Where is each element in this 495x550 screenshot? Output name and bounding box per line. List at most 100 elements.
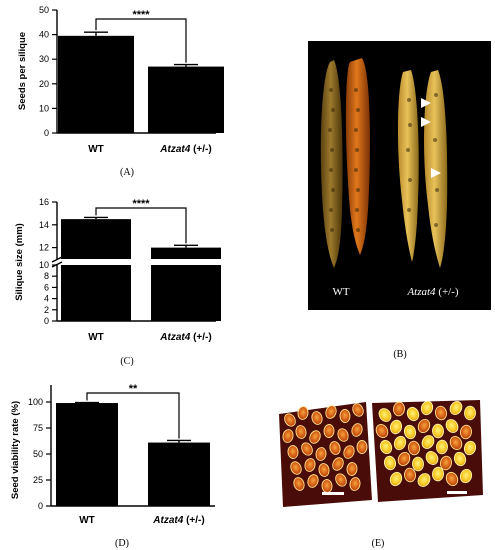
chart-c-y-tick-label: 0 (44, 316, 49, 326)
chart-c-axis-break-mark-upper (51, 256, 63, 263)
chart-a-category-mut: Atzat4 (+/-) (159, 144, 211, 155)
seed-wt (318, 463, 330, 477)
chart-d-significance-bracket (86, 392, 180, 439)
chart-c-y-tick-label: 12 (39, 243, 49, 253)
seed-mutant (449, 435, 463, 451)
seed-photo: WT Atzat4 (+/-) (E) (275, 397, 484, 549)
seed-mutant (404, 467, 416, 483)
seed-wt (307, 474, 319, 488)
seed-mutant (445, 419, 459, 433)
seed-mutant (378, 408, 392, 422)
chart-d-error-bar-mutant (167, 439, 191, 443)
chart-d-category-wt: WT (79, 515, 95, 526)
panel-c-label: (C) (120, 356, 133, 367)
chart-d-ticks: 0 25 50 75 100 (28, 397, 51, 511)
seed-wt (352, 403, 364, 417)
seed-mutant (460, 424, 472, 440)
seed-mutant (397, 451, 411, 467)
seed-mutant (406, 406, 420, 422)
seed-mutant (453, 451, 467, 467)
seed-mutant (436, 439, 448, 455)
silique-wt-1 (320, 60, 343, 268)
arrowhead-2 (421, 117, 431, 127)
seed-mutant (389, 471, 403, 487)
seed-mutant (417, 473, 431, 487)
seed-wt (309, 430, 321, 444)
chart-a-y-tick-label: 0 (44, 128, 49, 138)
silique-wt-2 (345, 58, 370, 255)
panel-a-label: (A) (120, 167, 134, 178)
seed-mutant (408, 440, 420, 456)
seed-wt (337, 428, 349, 442)
seed-wt (339, 409, 351, 423)
seed-mutant (425, 451, 439, 465)
seed-wt (295, 425, 307, 439)
seed-wt (349, 477, 361, 491)
seed-wt (323, 424, 335, 438)
seed-mutant (459, 468, 473, 484)
chart-d-y-tick-label: 50 (33, 449, 43, 459)
seed-mutant (417, 418, 431, 434)
seed-mutant (389, 419, 403, 435)
chart-d-error-bars (75, 401, 191, 443)
chart-a-significance-stars: **** (132, 9, 150, 21)
chart-c-significance: **** (95, 198, 187, 244)
seed-mutant (403, 424, 417, 440)
chart-c-y-tick-label: 4 (44, 294, 49, 304)
seeds-wt (282, 403, 368, 493)
chart-d-error-bar-wt (75, 401, 99, 404)
chart-a-y-tick-label: 30 (39, 54, 49, 64)
chart-c-bar-wt (61, 219, 131, 321)
chart-a-error-bars (84, 31, 198, 67)
panel-e-label: (E) (372, 538, 385, 549)
seed-mutant (383, 455, 397, 471)
chart-d-bars (56, 403, 210, 506)
seed-wt (335, 473, 347, 487)
chart-c-y-tick-label: 10 (39, 260, 49, 270)
chart-a-y-label: Seeds per silique (17, 32, 28, 110)
chart-c-significance-bracket (95, 207, 187, 244)
chart-d-y-tick-label: 25 (33, 475, 43, 485)
scale-bar-wt (322, 492, 344, 495)
seed-wt (290, 461, 302, 475)
seed-wt (325, 405, 337, 419)
seed-photo-label-mut: Atzat4 (+/-) (421, 505, 473, 517)
arrowhead-1 (421, 98, 431, 108)
chart-a-bar-mutant (148, 66, 224, 133)
chart-c-y-tick-label: 8 (44, 271, 49, 281)
chart-d-bar-mutant (148, 442, 210, 506)
seed-wt (346, 462, 358, 476)
chart-d-y-tick-label: 100 (28, 397, 43, 407)
chart-a-error-bar-mutant (174, 63, 198, 67)
chart-d-y-label: Seed viability rate (%) (10, 401, 21, 499)
seed-mutant (463, 440, 477, 456)
silique-photo-label-mut: Atzat4 (+/-) (406, 286, 458, 298)
chart-d-y-tick-label: 0 (38, 501, 43, 511)
seed-photo-label-wt: WT (318, 503, 335, 515)
seed-wt (287, 445, 299, 459)
chart-a-significance: **** (95, 9, 187, 63)
panel-b-label: (B) (393, 349, 406, 360)
chart-c-error-bar-wt (84, 216, 108, 220)
chart-c-significance-stars: **** (132, 198, 150, 210)
chart-a-category-wt: WT (88, 144, 104, 155)
silique-seed-pattern (328, 88, 439, 232)
seed-wt (332, 457, 344, 471)
chart-d-significance-stars: ** (129, 383, 138, 395)
seeds-mutant (375, 400, 477, 487)
chart-a-bar-wt (58, 35, 134, 133)
chart-c-category-wt: WT (88, 332, 104, 343)
chart-d-bar-wt (56, 403, 118, 506)
arrowhead-3 (431, 168, 441, 178)
chart-c-bar-mutant (151, 247, 221, 321)
seed-mutant (379, 439, 393, 455)
chart-c-bars (61, 219, 221, 321)
seed-wt (351, 423, 363, 437)
chart-d: 0 25 50 75 100 ** WT Atzat4 (+/-) Seed viabi… (10, 383, 215, 549)
chart-d-category-mut: Atzat4 (+/-) (152, 515, 204, 526)
chart-c-y-tick-label: 16 (39, 197, 49, 207)
seed-mutant (432, 466, 444, 482)
chart-c-y-tick-label: 6 (44, 282, 49, 292)
chart-d-significance: ** (86, 383, 180, 439)
